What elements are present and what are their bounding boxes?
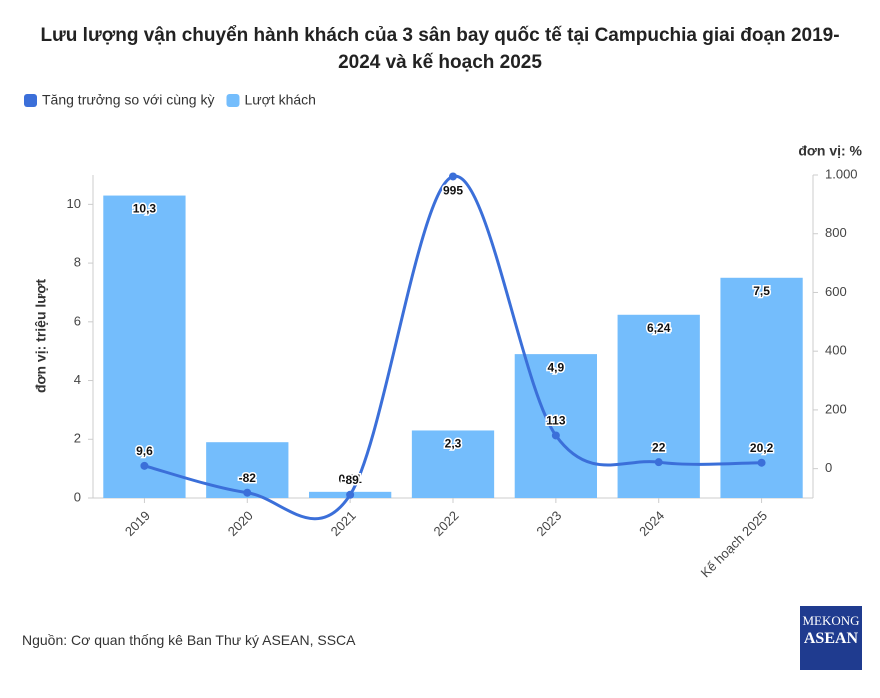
bar-label: 0,21: [338, 472, 362, 486]
y2-tick-label: 200: [825, 401, 847, 416]
bar: [206, 442, 289, 498]
line-point: [757, 458, 766, 467]
y-tick-label: 4: [74, 372, 81, 387]
legend-swatch: [226, 94, 240, 107]
bar-label: 7,5: [753, 284, 770, 298]
line-point: [654, 458, 663, 467]
line-label: 995: [443, 184, 463, 198]
line-label: 9,6: [136, 444, 153, 458]
bar-label: 4,9: [548, 360, 565, 374]
x-tick-label: 2020: [225, 508, 256, 539]
y-tick-label: 0: [74, 489, 81, 504]
y-tick-label: 6: [74, 313, 81, 328]
logo-text: ASEAN: [803, 630, 859, 647]
legend-swatch: [24, 94, 37, 107]
x-tick-label: 2022: [430, 508, 461, 539]
line-label: -82: [239, 471, 257, 485]
source: Nguồn: Cơ quan thống kê Ban Thư ký ASEAN…: [22, 632, 356, 648]
line-point: [449, 172, 457, 181]
y-tick-label: 10: [67, 196, 81, 211]
line-point: [551, 431, 560, 440]
bar: [617, 314, 700, 498]
line-point: [346, 490, 355, 499]
x-tick-label: 2024: [636, 508, 667, 539]
legend-label: Tăng trưởng so với cùng kỳ: [42, 92, 214, 108]
x-tick-label: Kế hoạch 2025: [698, 508, 770, 580]
legend-label: Lượt khách: [244, 92, 315, 108]
y2-tick-label: 0: [825, 460, 832, 475]
x-tick-label: 2023: [533, 508, 564, 539]
y-tick-label: 2: [74, 431, 81, 446]
bar-label: 10,3: [133, 202, 157, 216]
bar: [411, 430, 495, 498]
line-label: 113: [546, 414, 566, 428]
y-tick-label: 8: [74, 255, 81, 270]
y2-axis-label: đơn vị: %: [798, 143, 862, 159]
logo-text: MEKONG: [802, 613, 860, 628]
line-point: [140, 461, 149, 470]
y2-tick-label: 800: [825, 225, 847, 240]
bar-label: 2,3: [445, 437, 462, 451]
y2-tick-label: 1.000: [825, 166, 858, 181]
y-axis-label: đơn vị: triệu lượt: [33, 279, 49, 393]
line-label: -89: [341, 473, 359, 487]
line-label: 20,2: [750, 441, 774, 455]
logo: MEKONG ASEAN: [800, 606, 862, 670]
line-point: [243, 488, 252, 497]
bar: [103, 195, 186, 498]
bar-label: 6,24: [647, 321, 671, 335]
x-tick-label: 2019: [122, 508, 153, 539]
y2-tick-label: 600: [825, 284, 847, 299]
y2-tick-label: 400: [825, 343, 847, 358]
chart-title: Lưu lượng vận chuyển hành khách của 3 sâ…: [40, 25, 840, 73]
bar: [514, 354, 597, 498]
line-label: 22: [652, 440, 666, 454]
